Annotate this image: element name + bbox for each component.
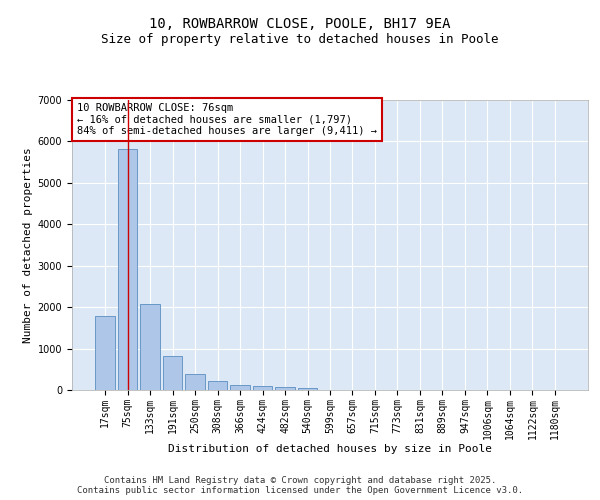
Bar <box>185 374 205 390</box>
Text: 10, ROWBARROW CLOSE, POOLE, BH17 9EA: 10, ROWBARROW CLOSE, POOLE, BH17 9EA <box>149 18 451 32</box>
Bar <box>208 381 227 390</box>
Bar <box>118 149 137 390</box>
Bar <box>275 387 295 390</box>
Bar <box>298 388 317 390</box>
Text: Contains HM Land Registry data © Crown copyright and database right 2025.
Contai: Contains HM Land Registry data © Crown c… <box>77 476 523 495</box>
Bar <box>140 304 160 390</box>
Bar <box>95 316 115 390</box>
Y-axis label: Number of detached properties: Number of detached properties <box>23 147 34 343</box>
Bar <box>163 356 182 390</box>
Bar <box>230 386 250 390</box>
Text: 10 ROWBARROW CLOSE: 76sqm
← 16% of detached houses are smaller (1,797)
84% of se: 10 ROWBARROW CLOSE: 76sqm ← 16% of detac… <box>77 103 377 136</box>
X-axis label: Distribution of detached houses by size in Poole: Distribution of detached houses by size … <box>168 444 492 454</box>
Text: Size of property relative to detached houses in Poole: Size of property relative to detached ho… <box>101 32 499 46</box>
Bar <box>253 386 272 390</box>
